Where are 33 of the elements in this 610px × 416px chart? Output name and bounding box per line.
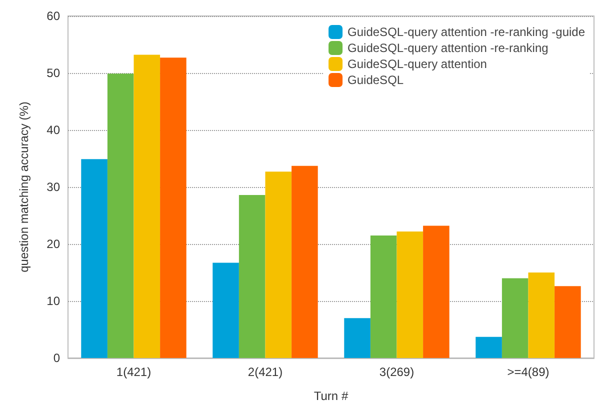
bar bbox=[107, 74, 134, 358]
y-tick-label: 50 bbox=[46, 66, 60, 80]
bar bbox=[81, 159, 108, 358]
y-tick-label: 20 bbox=[46, 237, 60, 251]
y-tick-label: 0 bbox=[53, 351, 60, 365]
bar bbox=[528, 272, 555, 358]
legend-label: GuideSQL-query attention -re-ranking -guide bbox=[348, 25, 586, 39]
bar bbox=[423, 226, 450, 358]
y-axis-title: question matching accuracy (%) bbox=[17, 102, 31, 272]
bar bbox=[476, 336, 502, 358]
bar bbox=[502, 278, 528, 358]
y-tick-label: 30 bbox=[46, 180, 60, 194]
bar bbox=[292, 166, 318, 358]
x-tick-label: 1(421) bbox=[116, 365, 152, 379]
bar bbox=[212, 262, 239, 358]
bar bbox=[396, 231, 424, 358]
bar bbox=[238, 194, 266, 358]
bar bbox=[160, 58, 186, 358]
bar bbox=[344, 318, 370, 358]
bar bbox=[554, 286, 581, 358]
y-tick-label: 10 bbox=[46, 294, 60, 308]
bar bbox=[134, 54, 160, 358]
x-tick-label: 3(269) bbox=[379, 365, 414, 379]
bar bbox=[370, 235, 397, 358]
x-tick-label: 2(421) bbox=[248, 365, 283, 379]
legend-label: GuideSQL bbox=[348, 73, 404, 87]
legend-label: GuideSQL-query attention -re-ranking bbox=[348, 41, 548, 55]
x-tick-label: >=4(89) bbox=[507, 365, 550, 379]
bar bbox=[265, 172, 292, 358]
y-tick-label: 40 bbox=[46, 123, 60, 137]
x-axis-title: Turn # bbox=[314, 389, 348, 403]
y-tick-label: 60 bbox=[46, 9, 60, 23]
legend-label: GuideSQL-query attention bbox=[348, 57, 487, 71]
